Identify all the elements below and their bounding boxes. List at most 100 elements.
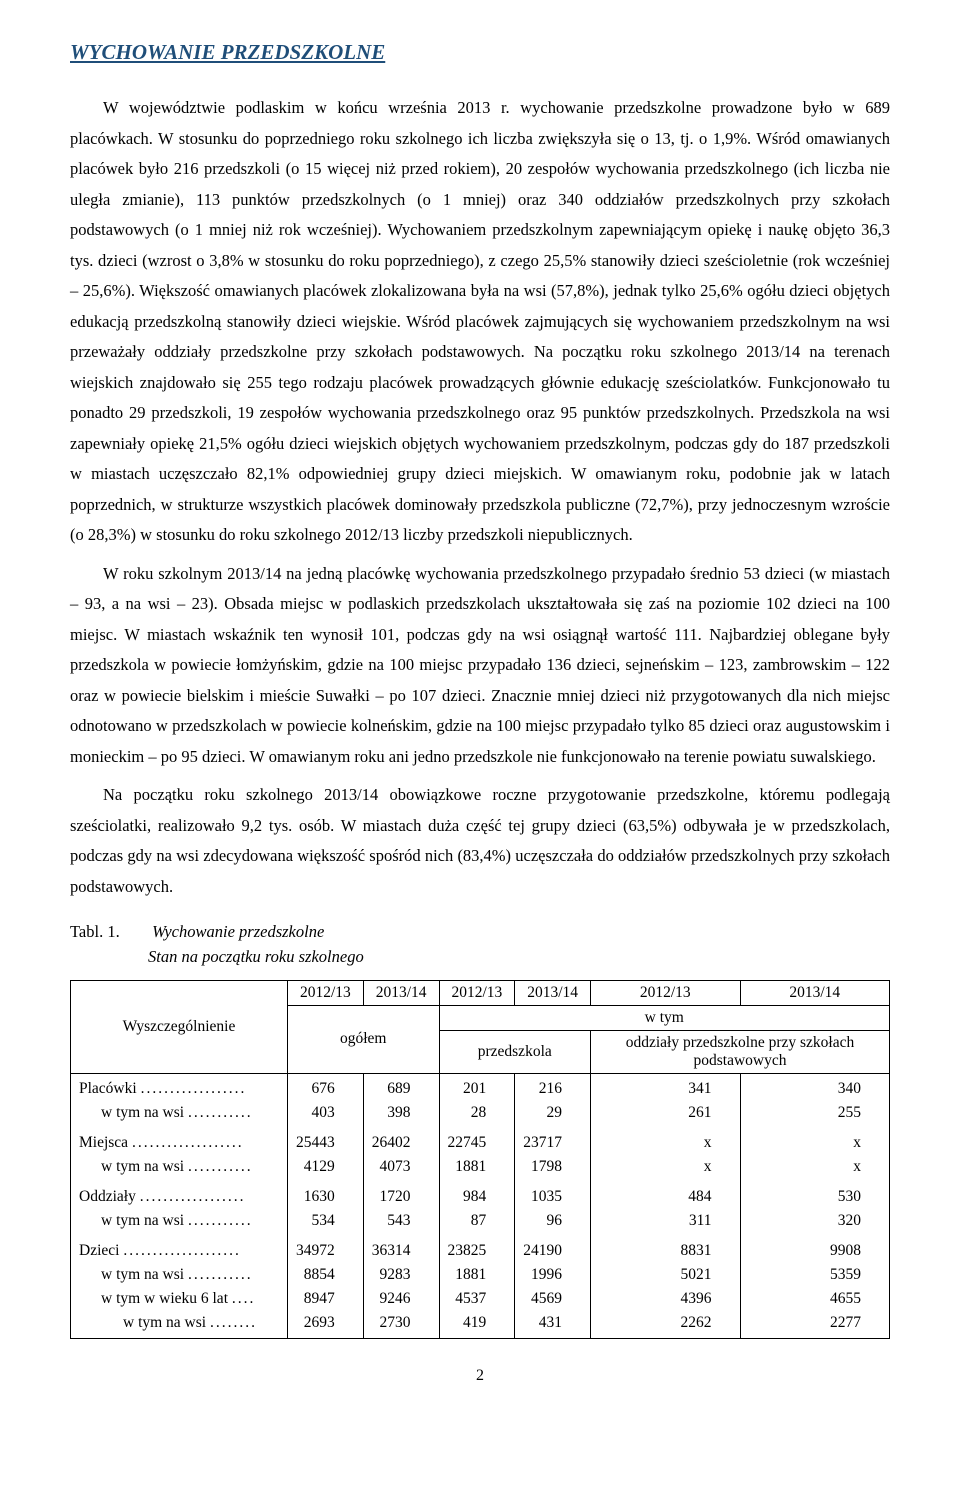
cell-value: 2277	[740, 1311, 890, 1339]
col-header-wyszczegolnienie: Wyszczególnienie	[71, 980, 288, 1073]
table-caption-label: Tabl. 1.	[70, 920, 148, 945]
paragraph: W województwie podlaskim w końcu wrześni…	[70, 93, 890, 551]
cell-value: 22745	[439, 1128, 515, 1155]
page-number: 2	[70, 1367, 890, 1385]
cell-value: 534	[288, 1209, 364, 1236]
table-caption-subtitle: Stan na początku roku szkolnego	[148, 945, 890, 970]
cell-value: 676	[288, 1073, 364, 1101]
col-group-ogolem: ogółem	[288, 1005, 440, 1073]
col-header-year: 2013/14	[515, 980, 591, 1005]
cell-value: 4655	[740, 1287, 890, 1311]
cell-value: 23717	[515, 1128, 591, 1155]
cell-value: 8831	[591, 1236, 741, 1263]
cell-value: 341	[591, 1073, 741, 1101]
table-row: w tym na wsi ...........4129407318811798…	[71, 1155, 890, 1182]
cell-value: 9908	[740, 1236, 890, 1263]
cell-value: 24190	[515, 1236, 591, 1263]
row-label: w tym na wsi ...........	[71, 1209, 288, 1236]
cell-value: 2730	[363, 1311, 439, 1339]
table-row: w tym na wsi ...........8854928318811996…	[71, 1263, 890, 1287]
cell-value: 5359	[740, 1263, 890, 1287]
cell-value: 4396	[591, 1287, 741, 1311]
cell-value: x	[591, 1155, 741, 1182]
table-row: w tym na wsi ........2693273041943122622…	[71, 1311, 890, 1339]
col-header-year: 2012/13	[439, 980, 515, 1005]
table-body: Placówki ..................6766892012163…	[71, 1073, 890, 1338]
cell-value: 23825	[439, 1236, 515, 1263]
row-label: Dzieci ....................	[71, 1236, 288, 1263]
table-row: w tym w wieku 6 lat ....8947924645374569…	[71, 1287, 890, 1311]
cell-value: 1035	[515, 1182, 591, 1209]
cell-value: 398	[363, 1101, 439, 1128]
cell-value: 4129	[288, 1155, 364, 1182]
cell-value: 87	[439, 1209, 515, 1236]
cell-value: 1798	[515, 1155, 591, 1182]
cell-value: 25443	[288, 1128, 364, 1155]
row-label: w tym w wieku 6 lat ....	[71, 1287, 288, 1311]
row-label: Placówki ..................	[71, 1073, 288, 1101]
cell-value: 26402	[363, 1128, 439, 1155]
cell-value: 1630	[288, 1182, 364, 1209]
table-row: Oddziały ..................1630172098410…	[71, 1182, 890, 1209]
col-header-year: 2013/14	[740, 980, 890, 1005]
col-sub-przedszkola: przedszkola	[439, 1030, 591, 1073]
row-label: w tym na wsi ........	[71, 1311, 288, 1339]
cell-value: 9246	[363, 1287, 439, 1311]
col-group-wtym: w tym	[439, 1005, 890, 1030]
cell-value: x	[740, 1128, 890, 1155]
col-header-year: 2012/13	[288, 980, 364, 1005]
section-title: WYCHOWANIE PRZEDSZKOLNE	[70, 40, 890, 65]
cell-value: 2262	[591, 1311, 741, 1339]
table-header: Wyszczególnienie 2012/13 2013/14 2012/13…	[71, 980, 890, 1073]
cell-value: 1881	[439, 1155, 515, 1182]
table-row: w tym na wsi ...........4033982829261255	[71, 1101, 890, 1128]
cell-value: 1996	[515, 1263, 591, 1287]
paragraph: Na początku roku szkolnego 2013/14 obowi…	[70, 780, 890, 902]
table-row: Dzieci ....................3497236314238…	[71, 1236, 890, 1263]
row-label: w tym na wsi ...........	[71, 1263, 288, 1287]
cell-value: 9283	[363, 1263, 439, 1287]
cell-value: 4569	[515, 1287, 591, 1311]
col-sub-oddzialy: oddziały przedszkolne przy szkołach pods…	[591, 1030, 890, 1073]
row-label: w tym na wsi ...........	[71, 1101, 288, 1128]
paragraph: W roku szkolnym 2013/14 na jedną placówk…	[70, 559, 890, 773]
cell-value: 530	[740, 1182, 890, 1209]
cell-value: x	[740, 1155, 890, 1182]
cell-value: 8947	[288, 1287, 364, 1311]
cell-value: 34972	[288, 1236, 364, 1263]
cell-value: 28	[439, 1101, 515, 1128]
cell-value: 4073	[363, 1155, 439, 1182]
cell-value: 419	[439, 1311, 515, 1339]
col-header-year: 2013/14	[363, 980, 439, 1005]
cell-value: 29	[515, 1101, 591, 1128]
cell-value: 255	[740, 1101, 890, 1128]
table-caption-title: Wychowanie przedszkolne	[152, 922, 324, 941]
cell-value: 320	[740, 1209, 890, 1236]
cell-value: 8854	[288, 1263, 364, 1287]
data-table: Wyszczególnienie 2012/13 2013/14 2012/13…	[70, 980, 890, 1339]
cell-value: 484	[591, 1182, 741, 1209]
cell-value: 431	[515, 1311, 591, 1339]
table-caption: Tabl. 1. Wychowanie przedszkolne Stan na…	[70, 920, 890, 970]
table-row: w tym na wsi ...........5345438796311320	[71, 1209, 890, 1236]
cell-value: 96	[515, 1209, 591, 1236]
document-page: WYCHOWANIE PRZEDSZKOLNE W województwie p…	[0, 0, 960, 1415]
table-row: Miejsca ...................2544326402227…	[71, 1128, 890, 1155]
cell-value: 5021	[591, 1263, 741, 1287]
cell-value: 1881	[439, 1263, 515, 1287]
cell-value: 984	[439, 1182, 515, 1209]
cell-value: 689	[363, 1073, 439, 1101]
cell-value: 543	[363, 1209, 439, 1236]
row-label: Miejsca ...................	[71, 1128, 288, 1155]
cell-value: 4537	[439, 1287, 515, 1311]
cell-value: 311	[591, 1209, 741, 1236]
cell-value: 36314	[363, 1236, 439, 1263]
cell-value: 216	[515, 1073, 591, 1101]
cell-value: 403	[288, 1101, 364, 1128]
cell-value: x	[591, 1128, 741, 1155]
row-label: w tym na wsi ...........	[71, 1155, 288, 1182]
body-text: W województwie podlaskim w końcu wrześni…	[70, 93, 890, 902]
col-header-year: 2012/13	[591, 980, 741, 1005]
cell-value: 1720	[363, 1182, 439, 1209]
row-label: Oddziały ..................	[71, 1182, 288, 1209]
